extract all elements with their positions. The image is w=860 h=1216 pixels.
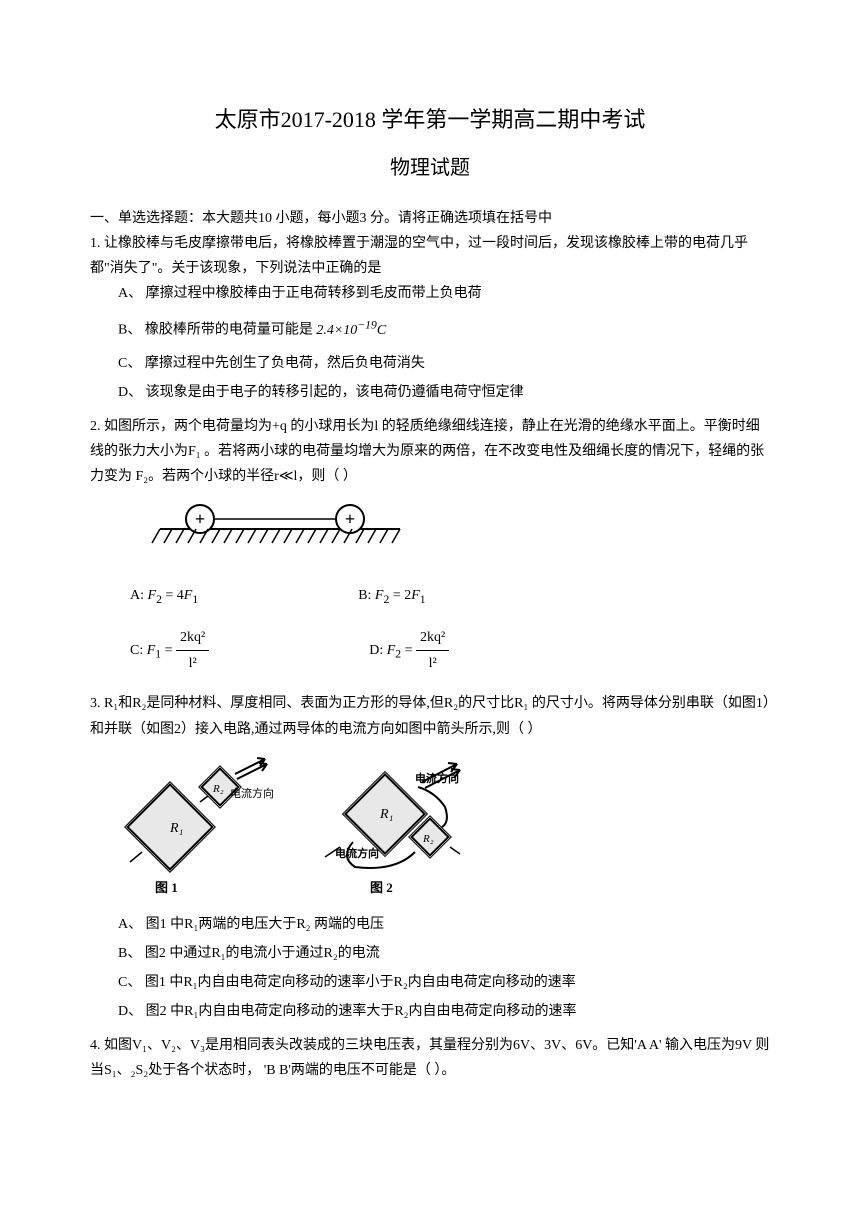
exam-subtitle: 物理试题 (90, 150, 770, 186)
r1-label-2: R₁ (379, 807, 393, 822)
svg-text:+: + (345, 509, 355, 529)
r1-label: R₁ (169, 821, 183, 836)
q3-fig1: R₁ R₂ 电流方向 图 1 (120, 752, 280, 902)
q2-diagram: + + (150, 499, 770, 568)
q3-text: 3. R₁和R₂是同种材料、厚度相同、表面为正方形的导体,但R₂的尺寸比R₁ 的… (90, 691, 770, 741)
q3-option-a: A、 图1 中R₁两端的电压大于R₂ 两端的电压 (118, 912, 770, 937)
q2-options-row2: C: F1 = 2kq²l² D: F2 = 2kq²l² (130, 625, 770, 676)
r2-label-2: R₂ (422, 833, 434, 845)
q3-diagrams: R₁ R₂ 电流方向 图 1 R₁ (120, 752, 770, 902)
question-1: 1. 让橡胶棒与毛皮摩擦带电后，将橡胶棒置于潮湿的空气中，过一段时间后，发现该橡… (90, 231, 770, 406)
fig2-label: 图 2 (370, 880, 393, 895)
q1-optb-prefix: B、 橡胶棒所带的电荷量可能是 (118, 323, 316, 338)
r2-label: R₂ (212, 783, 224, 795)
q3-option-b: B、 图2 中通过R₁的电流小于通过R₂的电流 (118, 941, 770, 966)
q2-option-a: A: F2 = 4F1 (130, 583, 198, 610)
current-dir-2a: 电流方向 (415, 771, 459, 785)
q2-option-c: C: F1 = 2kq²l² (130, 625, 209, 676)
q1-optb-formula: 2.4×10−19C (316, 323, 386, 338)
current-dir-1: 电流方向 (230, 786, 274, 800)
q3-option-c: C、 图1 中R₁内自由电荷定向移动的速率小于R₂内自由电荷定向移动的速率 (118, 970, 770, 995)
q1-option-c: C、 摩擦过程中先创生了负电荷，然后负电荷消失 (118, 351, 770, 376)
q2-option-b: B: F2 = 2F1 (358, 583, 425, 610)
section-header: 一、单选选择题：本大题共10 小题，每小题3 分。请将正确选项填在括号中 (90, 206, 770, 231)
q3-option-d: D、 图2 中R₁内自由电荷定向移动的速率大于R₂内自由电荷定向移动的速率 (118, 999, 770, 1024)
question-2: 2. 如图所示，两个电荷量均为+q 的小球用长为l 的轻质绝缘细线连接，静止在光… (90, 414, 770, 677)
q2-option-d: D: F2 = 2kq²l² (369, 625, 449, 676)
q1-option-b: B、 橡胶棒所带的电荷量可能是 2.4×10−19C (118, 314, 770, 343)
question-3: 3. R₁和R₂是同种材料、厚度相同、表面为正方形的导体,但R₂的尺寸比R₁ 的… (90, 691, 770, 1024)
q2-text: 2. 如图所示，两个电荷量均为+q 的小球用长为l 的轻质绝缘细线连接，静止在光… (90, 414, 770, 490)
q1-option-d: D、 该现象是由于电子的转移引起的，该电荷仍遵循电荷守恒定律 (118, 380, 770, 405)
question-4: 4. 如图V₁、V₂、V₃是用相同表头改装成的三块电压表，其量程分别为6V、3V… (90, 1033, 770, 1083)
fig1-label: 图 1 (155, 880, 178, 895)
q2-options-row1: A: F2 = 4F1 B: F2 = 2F1 (130, 583, 770, 610)
q1-option-a: A、 摩擦过程中橡胶棒由于正电荷转移到毛皮而带上负电荷 (118, 281, 770, 306)
q4-text: 4. 如图V₁、V₂、V₃是用相同表头改装成的三块电压表，其量程分别为6V、3V… (90, 1033, 770, 1083)
svg-text:+: + (195, 509, 205, 529)
exam-title: 太原市2017-2018 学年第一学期高二期中考试 (90, 100, 770, 140)
q3-fig2: R₁ R₂ 电流方向 电流方向 图 2 (310, 752, 490, 902)
q1-text: 1. 让橡胶棒与毛皮摩擦带电后，将橡胶棒置于潮湿的空气中，过一段时间后，发现该橡… (90, 231, 770, 281)
current-dir-2b: 电流方向 (335, 846, 379, 860)
